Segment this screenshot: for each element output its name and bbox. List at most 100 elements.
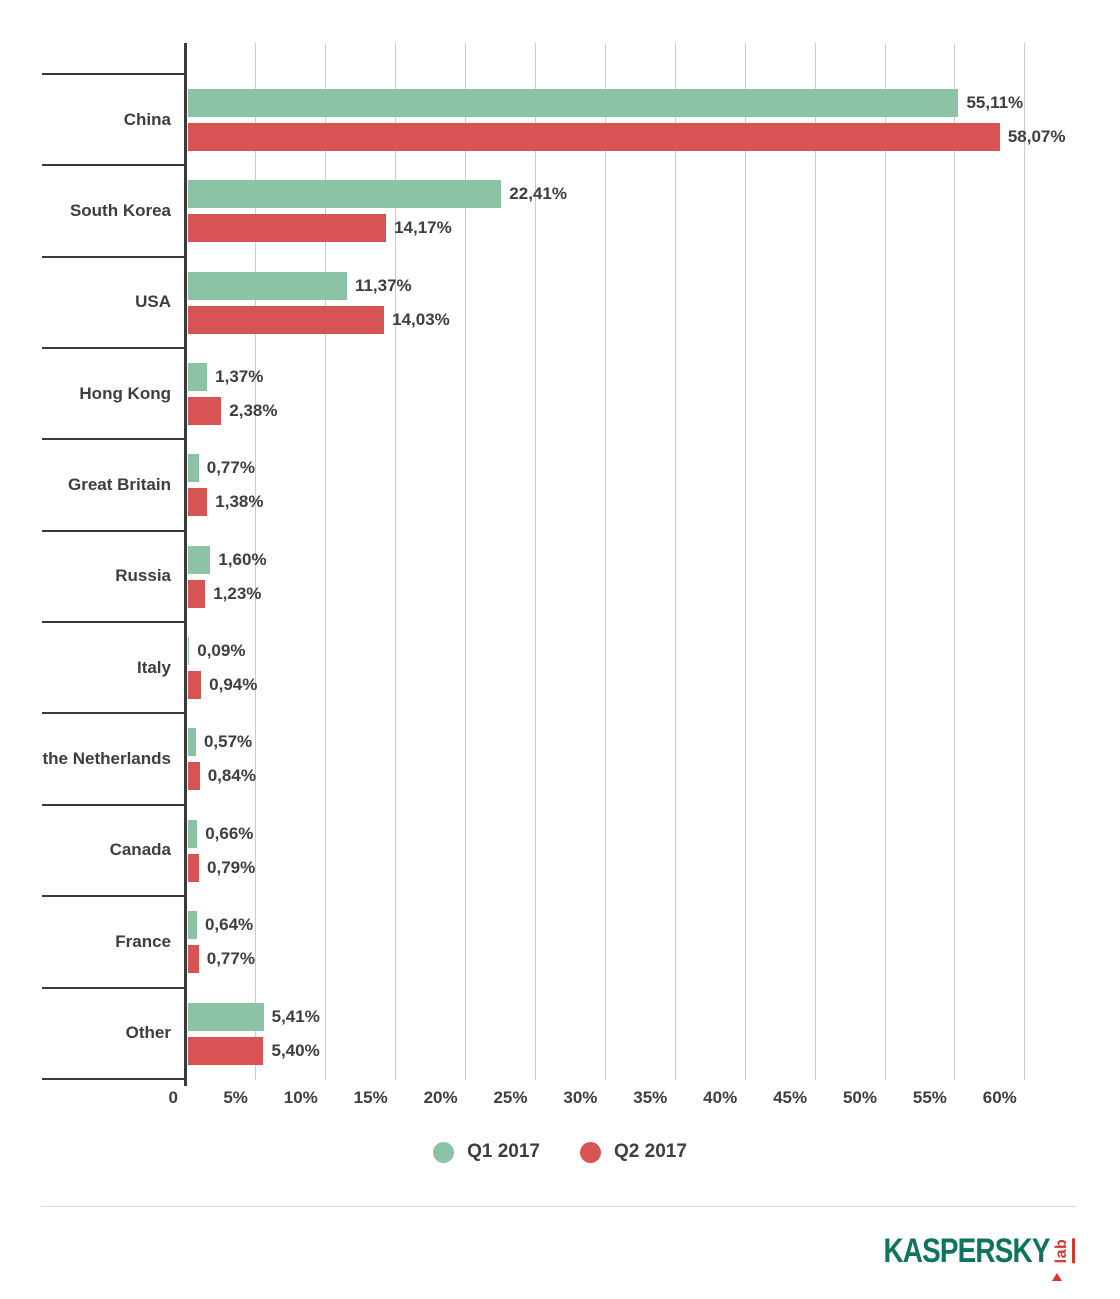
legend-dot-q1-icon bbox=[433, 1141, 455, 1163]
bar-q2-2017-great-britain bbox=[188, 488, 208, 517]
gridline bbox=[395, 43, 397, 1080]
row-separator bbox=[42, 1077, 186, 1080]
row-separator bbox=[42, 255, 186, 258]
bar-value-label: 0,66% bbox=[205, 823, 254, 843]
row-separator bbox=[42, 621, 186, 624]
bar-value-label: 1,37% bbox=[215, 367, 264, 387]
x-tick-label-35: 35% bbox=[633, 1088, 668, 1107]
category-label-china: China bbox=[123, 109, 171, 129]
x-tick-label-25: 25% bbox=[493, 1088, 528, 1107]
bar-value-label: 5,41% bbox=[271, 1006, 320, 1026]
gridline bbox=[535, 43, 536, 1080]
category-label-the-netherlands: the Netherlands bbox=[42, 748, 171, 768]
kaspersky-logo-text: KASPERSKY bbox=[883, 1231, 1051, 1270]
bar-value-label: 2,38% bbox=[229, 401, 278, 421]
bar-q2-2017-the-netherlands bbox=[188, 762, 200, 791]
category-label-column: China South Korea USA Hong Kong Great Britai… bbox=[0, 43, 186, 1086]
bar-value-label: 22,41% bbox=[509, 184, 567, 204]
kaspersky-lab-text: lab bbox=[1053, 1238, 1075, 1264]
bar-value-label: 0,94% bbox=[209, 675, 258, 695]
gridline bbox=[674, 43, 676, 1080]
row-separator bbox=[42, 895, 186, 898]
category-label-france: France bbox=[115, 931, 171, 951]
x-tick-label-45: 45% bbox=[773, 1088, 808, 1107]
bar-value-label: 14,03% bbox=[392, 309, 450, 329]
category-label-other: Other bbox=[125, 1023, 171, 1042]
x-tick-label-40: 40% bbox=[703, 1088, 738, 1107]
bar-value-label: 0,57% bbox=[203, 732, 253, 752]
gridline bbox=[884, 43, 886, 1080]
category-label-usa: USA bbox=[135, 292, 171, 312]
bar-value-label: 58,07% bbox=[1007, 127, 1066, 146]
category-label-south-korea: South Korea bbox=[69, 200, 171, 220]
bar-q1-2017-canada bbox=[188, 819, 198, 848]
legend-label-q2: Q2 2017 bbox=[614, 1141, 687, 1162]
legend-item-q1: Q1 2017 bbox=[433, 1141, 540, 1163]
bar-value-label: 1,38% bbox=[215, 492, 264, 512]
x-tick-label-60: 60% bbox=[982, 1088, 1017, 1107]
bar-q2-2017-hong-kong bbox=[188, 397, 222, 426]
bar-q1-2017-great-britain bbox=[188, 454, 199, 483]
row-separator bbox=[42, 803, 186, 806]
bar-q2-2017-italy bbox=[188, 671, 202, 700]
bar-q1-2017-china bbox=[188, 89, 959, 117]
bar-q2-2017-china bbox=[188, 123, 1000, 151]
gridline bbox=[1024, 43, 1026, 1080]
bar-value-label: 0,77% bbox=[206, 949, 255, 969]
bar-value-label: 0,77% bbox=[206, 458, 255, 478]
row-separator bbox=[42, 73, 186, 75]
x-tick-label-50: 50% bbox=[842, 1088, 877, 1107]
bar-value-label: 0,09% bbox=[197, 641, 246, 661]
row-separator bbox=[42, 986, 186, 989]
bar-q2-2017-france bbox=[188, 945, 199, 974]
bar-value-label: 55,11% bbox=[966, 93, 1024, 112]
gridline bbox=[465, 43, 467, 1080]
footer-divider bbox=[41, 1206, 1077, 1207]
row-separator bbox=[42, 438, 186, 441]
x-tick-label-55: 55% bbox=[912, 1088, 947, 1107]
x-tick-label-15: 15% bbox=[353, 1088, 388, 1107]
bar-q1-2017-south-korea bbox=[188, 180, 502, 209]
x-tick-label-10: 10% bbox=[283, 1088, 318, 1107]
bar-value-label: 0,84% bbox=[207, 766, 256, 786]
legend: Q1 2017 Q2 2017 bbox=[0, 1140, 1120, 1164]
bar-q1-2017-hong-kong bbox=[188, 363, 208, 392]
bar-q2-2017-south-korea bbox=[188, 214, 387, 243]
gridline bbox=[604, 43, 606, 1080]
bar-value-label: 1,23% bbox=[213, 583, 262, 603]
bar-q1-2017-the-netherlands bbox=[188, 728, 196, 757]
x-tick-label-20: 20% bbox=[423, 1088, 458, 1107]
row-separator bbox=[42, 164, 186, 167]
legend-label-q1: Q1 2017 bbox=[467, 1141, 540, 1162]
bar-q1-2017-italy bbox=[188, 637, 190, 666]
gridline bbox=[954, 43, 956, 1080]
bar-q1-2017-other bbox=[188, 1002, 264, 1031]
bar-q2-2017-other bbox=[188, 1036, 264, 1065]
legend-item-q2: Q2 2017 bbox=[580, 1141, 687, 1163]
kaspersky-lab-wrap: lab bbox=[1052, 1228, 1076, 1274]
row-separator bbox=[42, 712, 186, 715]
bar-value-label: 1,60% bbox=[218, 549, 267, 569]
gridline bbox=[814, 43, 816, 1080]
legend-dot-q2-icon bbox=[580, 1141, 601, 1163]
plot-area: 55,11% 58,07% 22,41% 14,17% 11,37% 14,03% 1,37… bbox=[186, 43, 1065, 1086]
bar-value-label: 0,79% bbox=[207, 857, 256, 877]
x-tick-label-5: 5% bbox=[223, 1088, 248, 1107]
gridline bbox=[325, 43, 327, 1080]
row-separator bbox=[42, 347, 186, 350]
bar-q2-2017-canada bbox=[188, 853, 200, 882]
y-axis-line bbox=[184, 43, 187, 1086]
gridline bbox=[744, 43, 746, 1080]
logo-triangle-icon bbox=[1052, 1273, 1062, 1281]
bar-value-label: 14,17% bbox=[394, 218, 452, 238]
gridline bbox=[255, 43, 257, 1080]
bar-q1-2017-usa bbox=[188, 271, 347, 300]
category-label-canada: Canada bbox=[109, 840, 171, 860]
x-tick-label-0: 0 bbox=[168, 1088, 178, 1107]
category-label-italy: Italy bbox=[136, 657, 171, 677]
bar-q1-2017-russia bbox=[188, 545, 211, 574]
row-separator bbox=[42, 529, 186, 532]
category-label-great-britain: Great Britain bbox=[68, 474, 171, 494]
bar-value-label: 11,37% bbox=[354, 275, 412, 295]
